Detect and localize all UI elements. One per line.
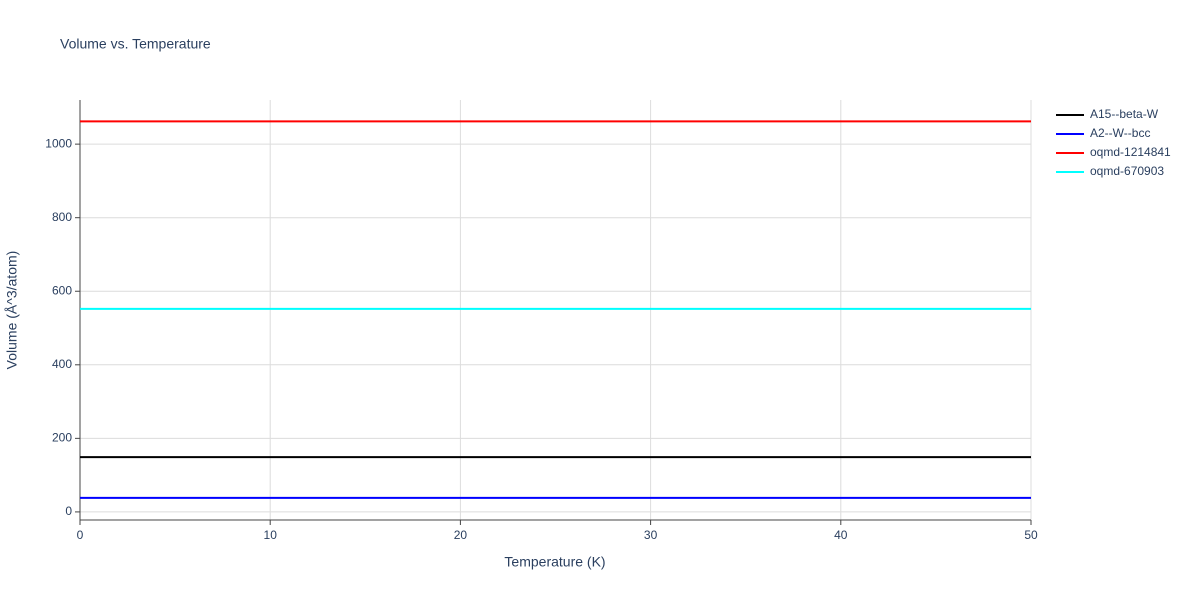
y-tick-label: 0 xyxy=(65,504,72,518)
x-tick-label: 40 xyxy=(834,528,848,542)
y-tick-label: 400 xyxy=(52,357,72,371)
y-tick-label: 800 xyxy=(52,210,72,224)
x-tick-label: 30 xyxy=(644,528,658,542)
legend-label: oqmd-670903 xyxy=(1090,164,1164,178)
x-tick-label: 50 xyxy=(1024,528,1038,542)
x-tick-label: 10 xyxy=(264,528,278,542)
y-tick-label: 200 xyxy=(52,431,72,445)
legend-label: A2--W--bcc xyxy=(1090,126,1150,140)
legend-label: oqmd-1214841 xyxy=(1090,145,1171,159)
y-axis-label: Volume (Å^3/atom) xyxy=(4,251,20,370)
x-axis-label: Temperature (K) xyxy=(504,554,605,570)
legend-label: A15--beta-W xyxy=(1090,107,1159,121)
y-tick-label: 600 xyxy=(52,283,72,297)
x-tick-label: 0 xyxy=(77,528,84,542)
chart-title: Volume vs. Temperature xyxy=(60,36,211,52)
x-tick-label: 20 xyxy=(454,528,468,542)
y-tick-label: 1000 xyxy=(45,136,72,150)
